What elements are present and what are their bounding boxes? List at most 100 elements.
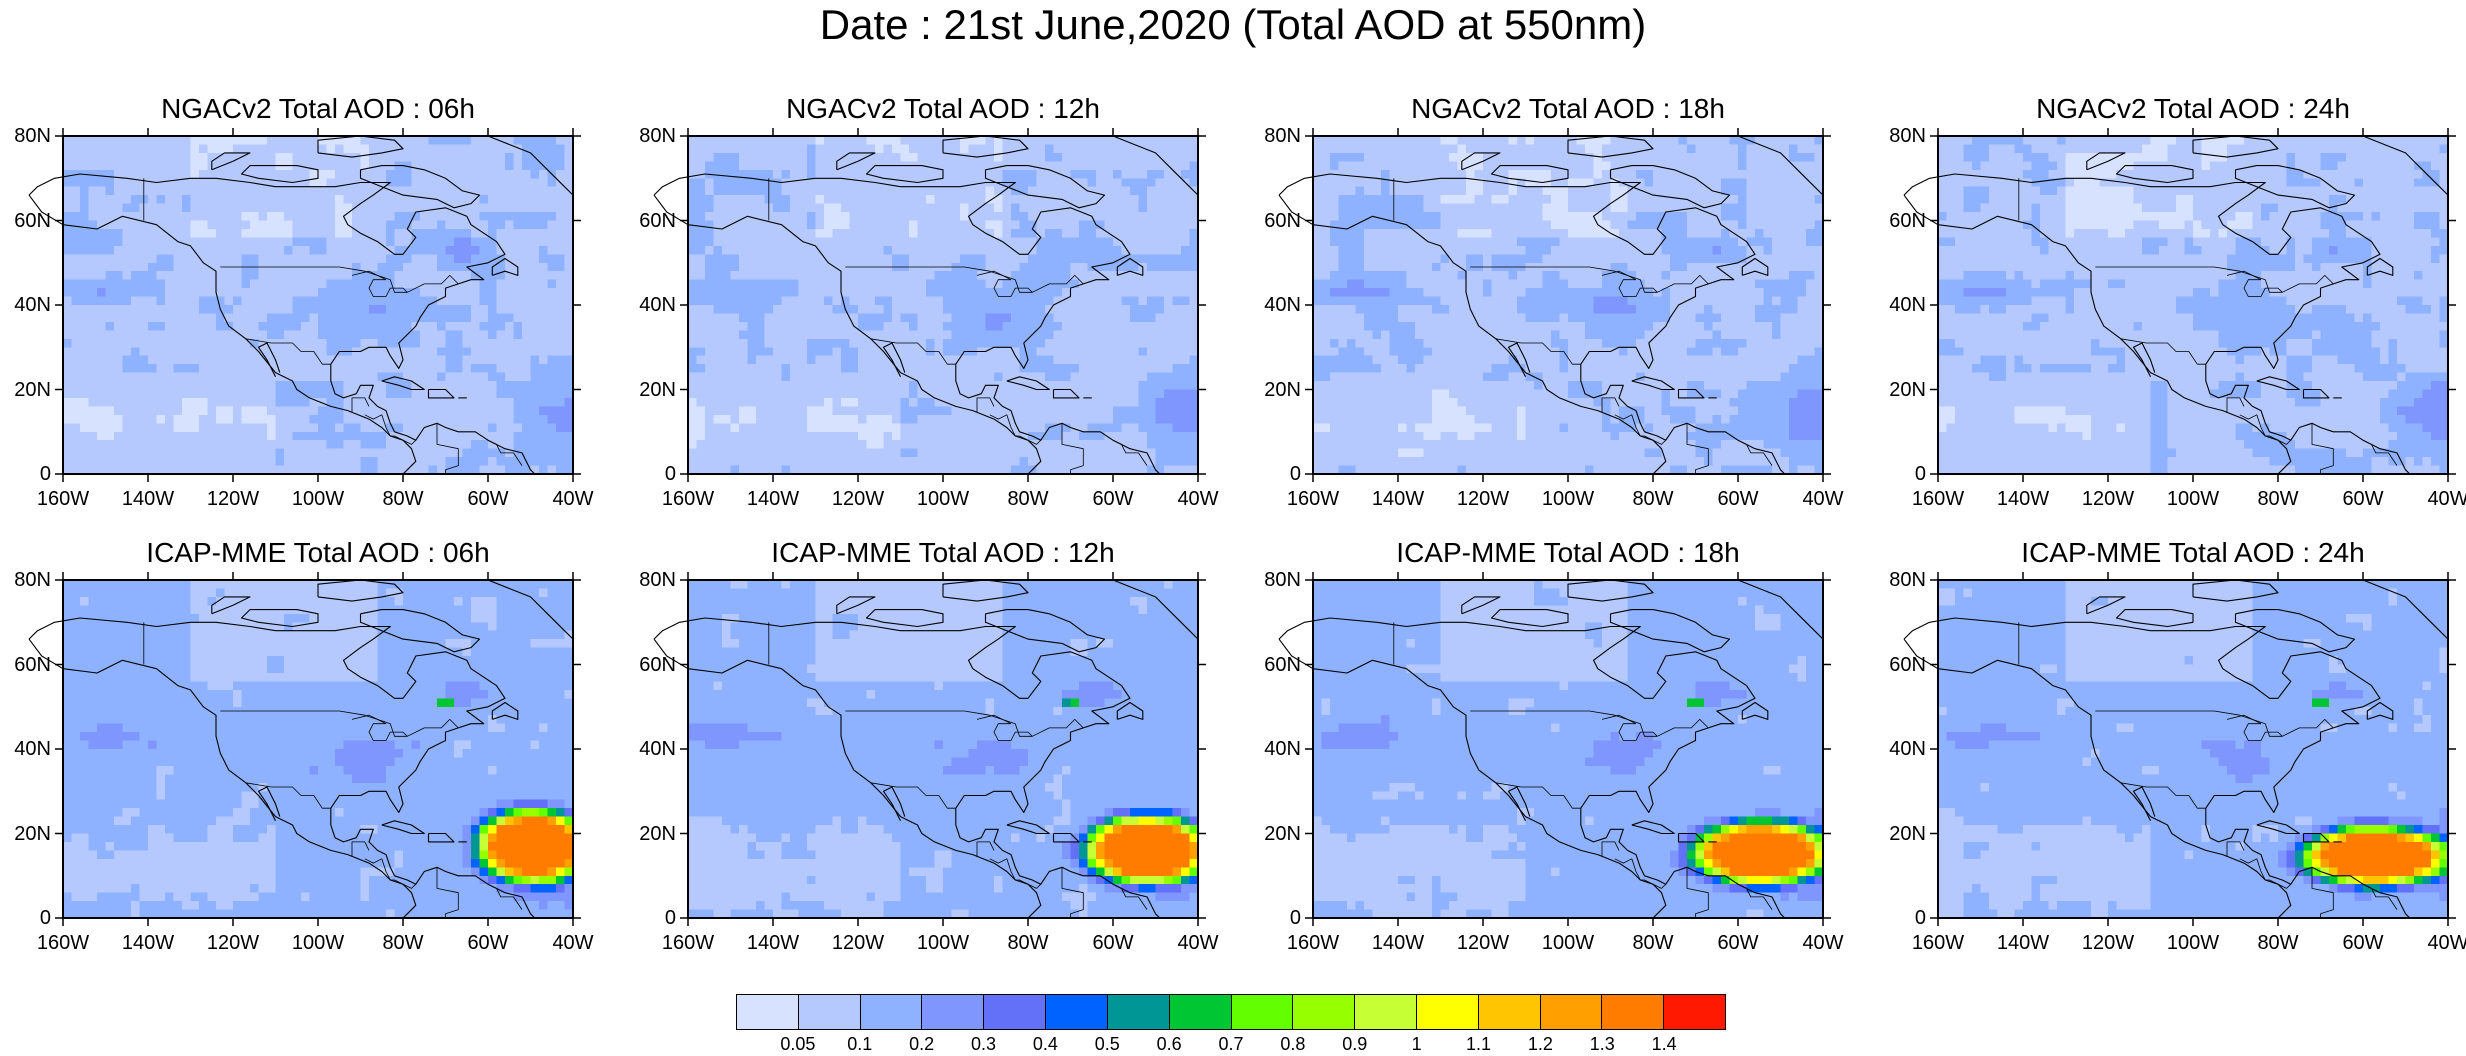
country-border xyxy=(2226,397,2245,413)
lat-tick-label: 40N xyxy=(639,738,676,760)
lon-tick-label: 160W xyxy=(36,932,90,954)
country-border xyxy=(2226,841,2245,857)
country-border xyxy=(1614,414,1667,445)
country-border xyxy=(993,723,1033,741)
aod-field xyxy=(63,580,574,919)
coastline xyxy=(257,342,281,378)
lon-tick-label: 60W xyxy=(1717,932,1759,954)
country-border xyxy=(2120,338,2206,365)
coastline xyxy=(1507,342,1531,378)
coastline xyxy=(1737,579,1824,640)
country-border xyxy=(351,270,387,281)
lon-tick-label: 140W xyxy=(746,488,800,510)
coastline xyxy=(1490,609,1569,628)
coastline xyxy=(2192,579,2279,602)
coastline xyxy=(865,165,944,184)
coastline xyxy=(2234,609,2356,653)
colorbar-label: 0.5 xyxy=(1094,1034,1120,1054)
coastline xyxy=(882,786,906,822)
lon-tick-label: 120W xyxy=(2081,932,2135,954)
coastline xyxy=(1461,152,1501,171)
lon-tick-label: 140W xyxy=(1371,932,1425,954)
coastline xyxy=(2234,165,2356,209)
lat-tick-label: 80N xyxy=(14,569,51,591)
country-border xyxy=(1601,714,1637,725)
country-border xyxy=(2226,714,2262,725)
lat-tick-label: 40N xyxy=(639,294,676,316)
lon-tick-label: 100W xyxy=(291,932,345,954)
lon-tick-label: 140W xyxy=(1371,488,1425,510)
country-border xyxy=(989,858,1042,889)
aod-map xyxy=(1903,572,2456,926)
coastline xyxy=(836,152,876,171)
aod-map xyxy=(653,128,1206,482)
coastline xyxy=(942,135,1029,158)
lat-tick-label: 80N xyxy=(14,125,51,147)
lat-tick-label: 40N xyxy=(1264,738,1301,760)
lon-tick-label: 100W xyxy=(916,488,970,510)
lon-tick-label: 140W xyxy=(1996,932,2050,954)
lon-tick-label: 100W xyxy=(2166,932,2220,954)
lat-tick-label: 60N xyxy=(1889,653,1926,676)
colorbar-box xyxy=(1293,995,1356,1029)
lat-tick-label: 20N xyxy=(14,822,51,845)
colorbar-label: 0.1 xyxy=(847,1034,873,1054)
coastline xyxy=(1741,701,1769,720)
coastline xyxy=(1567,579,1654,602)
panel-title: ICAP-MME Total AOD : 12h xyxy=(771,537,1115,568)
coastline xyxy=(1631,376,1675,391)
coastline xyxy=(2362,579,2449,640)
coastline xyxy=(240,609,319,628)
colorbar-box xyxy=(737,995,799,1029)
coastline xyxy=(2115,165,2194,184)
lat-tick-label: 80N xyxy=(639,569,676,591)
lat-tick-label: 0 xyxy=(1914,907,1926,929)
colorbar-label: 1.4 xyxy=(1651,1034,1677,1054)
aod-field xyxy=(1938,580,2449,919)
lat-tick-label: 40N xyxy=(1264,294,1301,316)
country-border xyxy=(2362,883,2398,910)
lon-tick-label: 40W xyxy=(2427,932,2466,954)
colorbar-label: 1.2 xyxy=(1527,1034,1553,1054)
lat-tick-label: 60N xyxy=(1264,209,1301,232)
coastline xyxy=(2115,609,2194,628)
figure-title: Date : 21st June,2020 (Total AOD at 550n… xyxy=(819,1,1647,48)
lon-tick-label: 120W xyxy=(831,488,885,510)
coastline xyxy=(2192,135,2279,158)
colorbar-label: 0.6 xyxy=(1156,1034,1182,1054)
lat-tick-label: 40N xyxy=(1889,738,1926,760)
lon-tick-label: 100W xyxy=(916,932,970,954)
lon-tick-label: 40W xyxy=(2427,488,2466,510)
country-border xyxy=(870,338,956,365)
colorbar-box xyxy=(1602,995,1665,1029)
country-border xyxy=(351,714,387,725)
lat-tick-label: 0 xyxy=(39,463,51,485)
coastline xyxy=(359,609,481,653)
lat-tick-label: 20N xyxy=(14,378,51,401)
coastline xyxy=(1677,388,1705,399)
coastline xyxy=(1737,135,1824,196)
aod-map xyxy=(1278,572,1831,926)
colorbar-box xyxy=(1046,995,1108,1029)
lon-tick-label: 120W xyxy=(206,488,260,510)
colorbar-label: 1 xyxy=(1411,1034,1422,1054)
aod-map xyxy=(28,572,581,926)
country-border xyxy=(1601,397,1620,413)
lat-tick-label: 60N xyxy=(14,653,51,676)
coastline xyxy=(1052,832,1080,843)
country-border xyxy=(1061,423,1084,474)
lon-tick-label: 80W xyxy=(2257,488,2299,510)
coastline xyxy=(865,609,944,628)
lat-tick-label: 60N xyxy=(639,209,676,232)
lat-tick-label: 80N xyxy=(1889,569,1926,591)
coastline xyxy=(2086,152,2126,171)
colorbar-label: 0.8 xyxy=(1280,1034,1306,1054)
coastline xyxy=(1490,165,1569,184)
coastline xyxy=(487,579,574,640)
lon-tick-label: 60W xyxy=(2342,932,2384,954)
country-border xyxy=(2362,439,2398,466)
panel-title: NGACv2 Total AOD : 24h xyxy=(2036,93,2350,124)
country-border xyxy=(351,397,370,413)
coastline xyxy=(1461,596,1501,615)
